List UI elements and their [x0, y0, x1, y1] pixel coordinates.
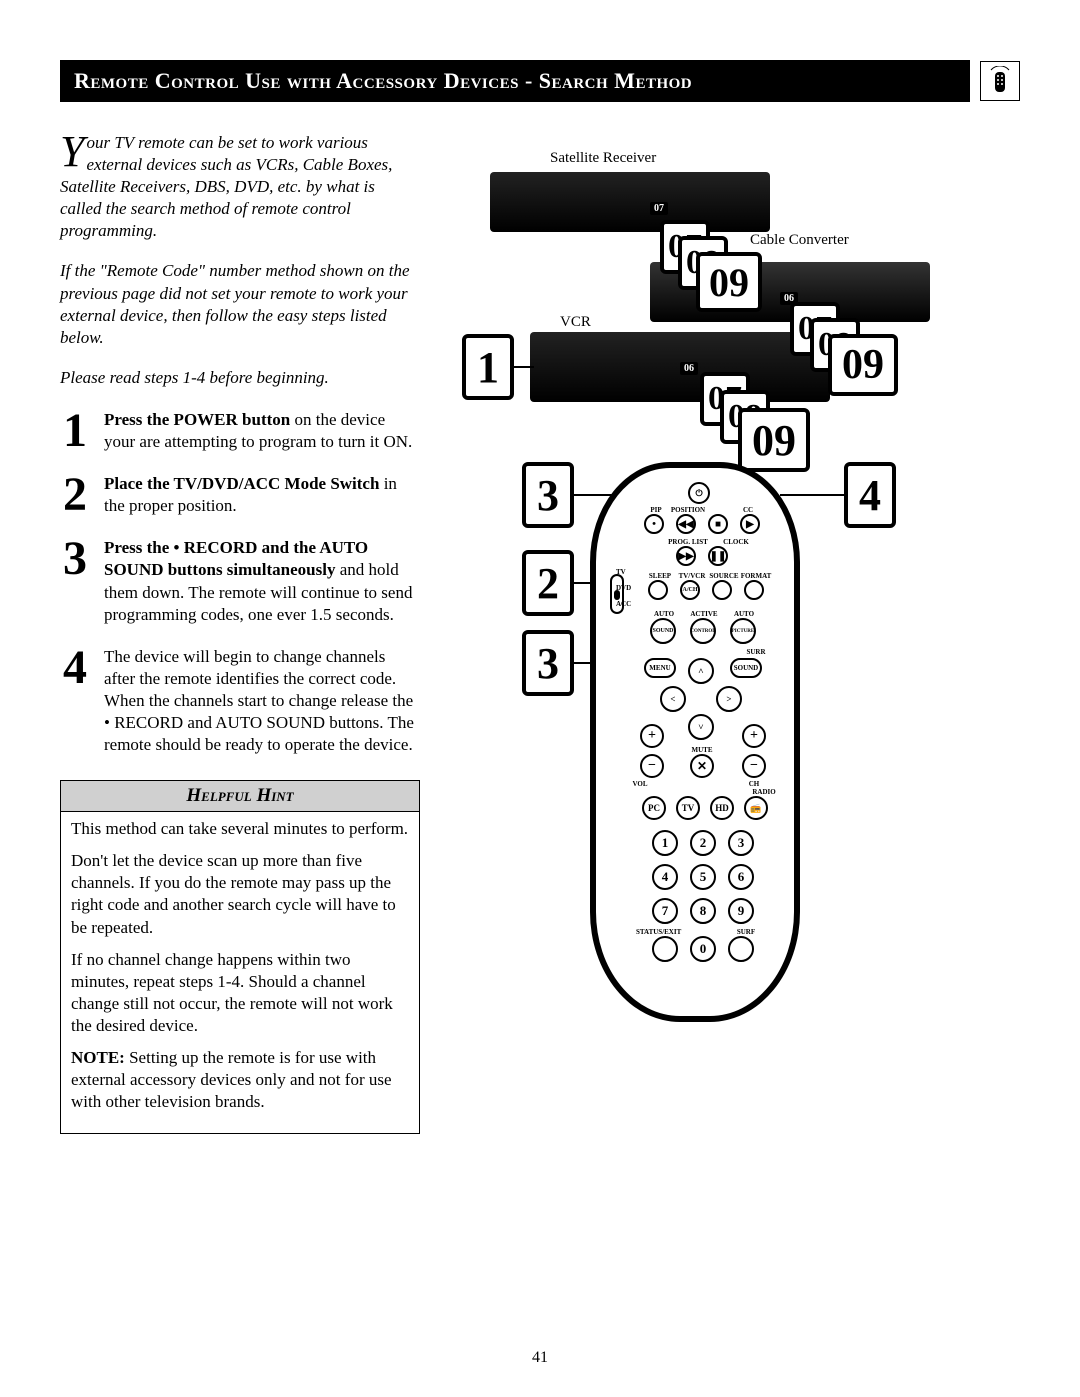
menu-button-icon: MENU: [644, 658, 676, 678]
step-number: 2: [60, 473, 90, 517]
num-3-icon: 3: [728, 830, 754, 856]
power-button-icon: ⏻: [688, 482, 710, 504]
page-number: 41: [0, 1349, 1080, 1367]
header: Remote Control Use with Accessory Device…: [60, 60, 1020, 102]
hint-p2: Don't let the device scan up more than f…: [71, 850, 409, 938]
step-number: 3: [60, 537, 90, 625]
cable-label: Cable Converter: [750, 232, 849, 249]
status-button-icon: [652, 936, 678, 962]
step-1: 1 Press the POWER button on the device y…: [60, 409, 420, 453]
counter-tile: 09: [738, 408, 810, 472]
illustration: Satellite Receiver 07 Cable Converter 06…: [450, 132, 1020, 1134]
callout-1: 1: [462, 334, 514, 400]
hint-p4: NOTE: Setting up the remote is for use w…: [71, 1047, 409, 1113]
counter-tile: 09: [828, 334, 898, 396]
num-4-icon: 4: [652, 864, 678, 890]
dpad-up-icon: ˄: [688, 658, 714, 684]
vcr-label: VCR: [560, 314, 591, 331]
num-0-icon: 0: [690, 936, 716, 962]
intro-paragraph: Y our TV remote can be set to work vario…: [60, 132, 420, 242]
hint-p3: If no channel change happens within two …: [71, 949, 409, 1037]
step-3: 3 Press the • RECORD and the AUTO SOUND …: [60, 537, 420, 625]
ach-button-icon: A/CH: [680, 580, 700, 600]
step-text: Place the TV/DVD/ACC Mode Switch in the …: [104, 473, 420, 517]
dpad-down-icon: ˅: [688, 714, 714, 740]
pause-button-icon: ❚❚: [708, 546, 728, 566]
source-button-icon: [712, 580, 732, 600]
step-text: The device will begin to change channels…: [104, 646, 420, 756]
step-text: Press the POWER button on the device you…: [104, 409, 420, 453]
tv-button-icon: TV: [676, 796, 700, 820]
step-number: 4: [60, 646, 90, 756]
num-2-icon: 2: [690, 830, 716, 856]
counter-tile: 09: [696, 252, 762, 312]
dpad-right-icon: ˃: [716, 686, 742, 712]
cc-button-icon: ▶: [740, 514, 760, 534]
control-button-icon: CONTROL: [690, 618, 716, 644]
pip-button-icon: •: [644, 514, 664, 534]
remote-control-icon: ⏻ PIP POSITION CC • ◀◀ ■ ▶ PROG. LIST CL…: [590, 462, 800, 1022]
num-8-icon: 8: [690, 898, 716, 924]
callout-4: 4: [844, 462, 896, 528]
intro-paragraph-3: Please read steps 1-4 before beginning.: [60, 367, 420, 389]
vol-down-icon: −: [640, 754, 664, 778]
left-column: Y our TV remote can be set to work vario…: [60, 132, 420, 1134]
device-display: 06: [680, 362, 698, 375]
hint-p1: This method can take several minutes to …: [71, 818, 409, 840]
hd-button-icon: HD: [710, 796, 734, 820]
stop-button-icon: ■: [708, 514, 728, 534]
satellite-label: Satellite Receiver: [550, 150, 656, 167]
surr-sound-button-icon: SOUND: [730, 658, 762, 678]
num-5-icon: 5: [690, 864, 716, 890]
step-number: 1: [60, 409, 90, 453]
satellite-receiver-icon: [490, 172, 770, 232]
mode-switch-icon: [610, 574, 624, 614]
ff-button-icon: ▶▶: [676, 546, 696, 566]
hint-body: This method can take several minutes to …: [61, 812, 419, 1133]
intro-paragraph-2: If the "Remote Code" number method shown…: [60, 260, 420, 348]
hint-title: Helpful Hint: [61, 781, 419, 812]
num-9-icon: 9: [728, 898, 754, 924]
format-button-icon: [744, 580, 764, 600]
position-button-icon: ◀◀: [676, 514, 696, 534]
mute-button-icon: ✕: [690, 754, 714, 778]
helpful-hint-box: Helpful Hint This method can take severa…: [60, 780, 420, 1134]
callout-3a: 3: [522, 462, 574, 528]
ch-down-icon: −: [742, 754, 766, 778]
page-title: Remote Control Use with Accessory Device…: [60, 60, 970, 102]
auto-sound-button-icon: SOUND: [650, 618, 676, 644]
dpad-left-icon: ˂: [660, 686, 686, 712]
surf-button-icon: [728, 936, 754, 962]
callout-2: 2: [522, 550, 574, 616]
pc-button-icon: PC: [642, 796, 666, 820]
remote-icon: [980, 61, 1020, 101]
picture-button-icon: PICTURE: [730, 618, 756, 644]
radio-button-icon: 📻: [744, 796, 768, 820]
ch-up-icon: +: [742, 724, 766, 748]
device-display: 07: [650, 202, 668, 215]
num-6-icon: 6: [728, 864, 754, 890]
sleep-button-icon: [648, 580, 668, 600]
callout-3b: 3: [522, 630, 574, 696]
step-text: Press the • RECORD and the AUTO SOUND bu…: [104, 537, 420, 625]
num-7-icon: 7: [652, 898, 678, 924]
step-4: 4 The device will begin to change channe…: [60, 646, 420, 756]
vol-up-icon: +: [640, 724, 664, 748]
intro-text: our TV remote can be set to work various…: [60, 133, 392, 240]
step-2: 2 Place the TV/DVD/ACC Mode Switch in th…: [60, 473, 420, 517]
num-1-icon: 1: [652, 830, 678, 856]
dropcap: Y: [60, 134, 84, 170]
